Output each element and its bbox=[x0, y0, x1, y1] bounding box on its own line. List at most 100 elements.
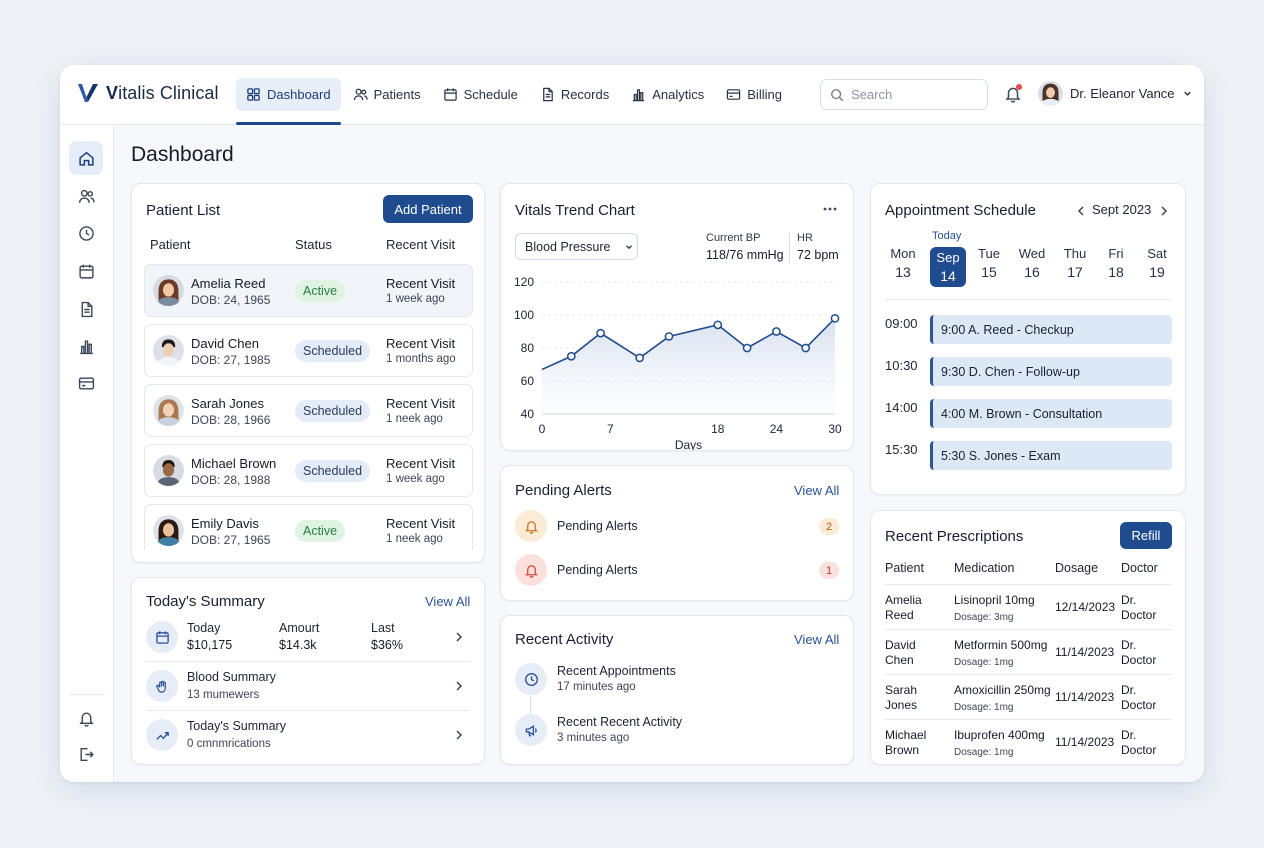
activity-title: Recent Activity bbox=[515, 631, 614, 648]
sidebar-calendar[interactable] bbox=[69, 254, 103, 288]
current-month: Sept 2023 bbox=[1092, 202, 1152, 217]
nav-analytics[interactable]: Analytics bbox=[621, 78, 714, 111]
nav-label: Records bbox=[560, 87, 610, 102]
appointment-block[interactable]: 9:00 A. Reed - Checkup bbox=[930, 315, 1172, 344]
day-name: Sat bbox=[1147, 246, 1167, 261]
brand[interactable]: Vitalis Clinical bbox=[76, 81, 219, 105]
page-title: Dashboard bbox=[131, 143, 234, 166]
vitals-line-chart: 40 60 80 100 120 0 7 18 24 30 Days bbox=[514, 275, 842, 450]
timeline-connector bbox=[530, 696, 531, 714]
appointment-block[interactable]: 5:30 S. Jones - Exam bbox=[930, 441, 1172, 470]
patient-name: Amelia Reed bbox=[191, 276, 266, 291]
nav-billing[interactable]: Billing bbox=[716, 78, 792, 111]
day-cell[interactable]: Mon 13 bbox=[885, 246, 921, 280]
alert-count-badge: 1 bbox=[819, 562, 839, 579]
day-cell[interactable]: Sat 19 bbox=[1139, 246, 1175, 280]
rx-dosage-note: Dosage: 1mg bbox=[954, 702, 1014, 713]
search-icon bbox=[831, 88, 844, 101]
nav-patients[interactable]: Patients bbox=[343, 78, 431, 111]
patient-row[interactable]: Sarah Jones DOB: 28, 1966 Scheduled Rece… bbox=[144, 384, 473, 437]
day-cell-selected[interactable]: Sep 14 bbox=[930, 247, 966, 287]
nav-records[interactable]: Records bbox=[530, 78, 619, 111]
appointment-block[interactable]: 9:30 D. Chen - Follow-up bbox=[930, 357, 1172, 386]
data-point bbox=[830, 313, 840, 323]
nav-schedule[interactable]: Schedule bbox=[433, 78, 528, 111]
user-menu[interactable]: Dr. Eleanor Vance bbox=[1038, 81, 1193, 106]
sidebar-analytics[interactable] bbox=[69, 329, 103, 363]
alerts-view-all-link[interactable]: View All bbox=[794, 483, 840, 498]
rx-dosage-note: Dosage: 1mg bbox=[954, 747, 1014, 758]
day-cell[interactable]: Thu 17 bbox=[1057, 246, 1093, 280]
prescription-row[interactable]: Sarah Jones Amoxicillin 250mg Dosage: 1m… bbox=[885, 674, 1172, 719]
summary-view-all-link[interactable]: View All bbox=[425, 594, 471, 609]
day-cell[interactable]: Tue 15 bbox=[971, 246, 1007, 280]
refill-button[interactable]: Refill bbox=[1120, 522, 1172, 549]
chevron-down-icon bbox=[1183, 91, 1191, 96]
day-cell[interactable]: Fri 18 bbox=[1098, 246, 1134, 280]
patient-avatar bbox=[153, 515, 184, 546]
sidebar-billing[interactable] bbox=[69, 366, 103, 400]
notification-bell-icon[interactable] bbox=[1004, 85, 1022, 103]
activity-card: Recent Activity View All Recent Appointm… bbox=[500, 615, 854, 765]
rx-medication: Metformin 500mg bbox=[954, 638, 1048, 652]
recent-visit-time: 1 week ago bbox=[386, 293, 445, 305]
sidebar-records[interactable] bbox=[69, 292, 103, 326]
rx-date: 11/14/2023 bbox=[1055, 645, 1115, 659]
sidebar-notifications[interactable] bbox=[69, 701, 103, 735]
appointment-block[interactable]: 4:00 M. Brown - Consultation bbox=[930, 399, 1172, 428]
patient-row[interactable]: Amelia Reed DOB: 24, 1965 Active Recent … bbox=[144, 264, 473, 317]
vitalis-logo-icon bbox=[78, 84, 98, 102]
day-name: Sep bbox=[936, 250, 960, 265]
patient-dob: DOB: 27, 1985 bbox=[191, 353, 271, 367]
chevron-left-icon[interactable] bbox=[1076, 205, 1086, 217]
activity-title-text[interactable]: Recent Recent Activity bbox=[557, 715, 683, 729]
prescription-row[interactable]: Amelia Reed Lisinopril 10mg Dosage: 3mg … bbox=[885, 584, 1172, 629]
nav-dashboard[interactable]: Dashboard bbox=[236, 78, 341, 125]
search-box[interactable] bbox=[820, 79, 988, 110]
prescription-row[interactable]: Michael Brown Ibuprofen 400mg Dosage: 1m… bbox=[885, 719, 1172, 764]
sidebar-home[interactable] bbox=[69, 141, 103, 175]
rx-date: 11/14/2023 bbox=[1055, 735, 1115, 749]
rx-medication: Amoxicillin 250mg bbox=[954, 683, 1051, 697]
rx-doctor: Dr. Doctor bbox=[1121, 728, 1157, 757]
patient-row[interactable]: Emily Davis DOB: 27, 1965 Active Recent … bbox=[144, 504, 473, 550]
sidebar-divider bbox=[69, 694, 105, 695]
sidebar-patients[interactable] bbox=[69, 179, 103, 213]
sidebar-history[interactable] bbox=[69, 216, 103, 250]
patient-row[interactable]: David Chen DOB: 27, 1985 Scheduled Recen… bbox=[144, 324, 473, 377]
prescriptions-title: Recent Prescriptions bbox=[885, 528, 1024, 545]
status-badge: Scheduled bbox=[295, 460, 371, 482]
chevron-right-icon[interactable] bbox=[1159, 205, 1169, 217]
patient-name: David Chen bbox=[191, 336, 259, 351]
summary-item[interactable]: Today's Summary 0 cmnmrications bbox=[146, 711, 470, 760]
clock-icon bbox=[78, 225, 94, 241]
y-tick-label: 100 bbox=[514, 308, 534, 322]
prescription-row[interactable]: David Chen Metformin 500mg Dosage: 1mg 1… bbox=[885, 629, 1172, 674]
activity-view-all-link[interactable]: View All bbox=[794, 632, 840, 647]
column-header: Patient bbox=[150, 237, 191, 252]
summary-item[interactable]: Blood Summary 13 mumewers bbox=[146, 662, 470, 711]
more-options-icon[interactable] bbox=[823, 206, 837, 212]
alert-bell-icon bbox=[515, 510, 547, 542]
patient-row[interactable]: Michael Brown DOB: 28, 1988 Scheduled Re… bbox=[144, 444, 473, 497]
activity-title-text[interactable]: Recent Appointments bbox=[557, 664, 676, 678]
recent-visit-time: 1 neek ago bbox=[386, 413, 443, 425]
alert-label[interactable]: Pending Alerts bbox=[557, 519, 638, 533]
hr-value: 72 bpm bbox=[797, 248, 839, 262]
sidebar-logout[interactable] bbox=[69, 737, 103, 771]
chevron-down-icon bbox=[626, 244, 633, 249]
patient-name: Sarah Jones bbox=[191, 396, 264, 411]
home-icon bbox=[78, 151, 94, 166]
alert-label[interactable]: Pending Alerts bbox=[557, 563, 638, 577]
bell-icon bbox=[78, 712, 94, 727]
top-bar: Vitalis Clinical Dashboard Patients Sche… bbox=[60, 65, 1204, 125]
calendar-divider bbox=[885, 299, 1172, 300]
day-cell[interactable]: Wed 16 bbox=[1014, 246, 1050, 280]
hr-label: HR bbox=[797, 232, 813, 244]
day-date: 17 bbox=[1067, 264, 1083, 280]
search-input[interactable] bbox=[851, 87, 971, 102]
recent-visit-label: Recent Visit bbox=[386, 276, 456, 291]
summary-stats-row[interactable]: Today $10,175 Amourt $14.3k Last $36% bbox=[146, 613, 470, 662]
vitals-metric-select[interactable]: Blood Pressure bbox=[515, 233, 638, 260]
add-patient-button[interactable]: Add Patient bbox=[383, 195, 473, 223]
